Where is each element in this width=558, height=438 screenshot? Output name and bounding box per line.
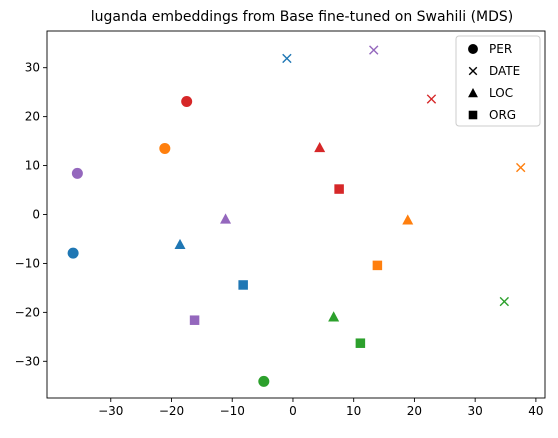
data-point-date [499,296,510,307]
x-tick-label: −30 [98,404,123,418]
legend-label-date: DATE [489,64,520,78]
y-tick-label: 0 [32,208,40,222]
legend-box [455,35,541,127]
x-marker-stroke [369,45,379,55]
legend-marker-date [468,66,478,76]
y-tick-label: 20 [25,110,40,124]
x-tick-label: 40 [528,404,543,418]
data-point-loc [174,238,186,250]
data-point-loc [220,213,232,224]
data-point-date [516,162,526,173]
x-tick-label: 10 [346,404,361,418]
x-marker-stroke [499,296,510,307]
x-tick-label: 20 [407,404,422,418]
y-tick-label: 10 [25,159,40,173]
legend-label-org: ORG [489,108,516,122]
x-marker-stroke [516,162,526,173]
data-point-org [189,315,200,325]
data-point-loc [328,311,340,322]
data-point-date [426,94,437,104]
x-marker-stroke [282,53,292,64]
data-point-per [71,167,83,179]
data-point-per [258,375,270,387]
y-tick-label: 30 [25,61,40,75]
legend-marker-loc [468,88,478,98]
data-point-org [372,260,383,271]
legend-label-per: PER [489,42,512,56]
x-tick-label: 30 [468,404,483,418]
data-point-per [181,95,193,107]
data-point-loc [314,141,326,153]
x-marker-stroke [426,94,437,104]
legend-marker-per [468,44,478,54]
x-tick-label: 0 [289,404,297,418]
data-point-date [282,53,292,64]
data-point-loc [402,214,414,225]
y-tick-label: −10 [15,256,40,270]
data-point-org [238,280,248,290]
plot-area [67,45,526,387]
chart-title: luganda embeddings from Base fine-tuned … [91,9,514,25]
legend: PER DATE LOC ORG [455,35,541,127]
x-marker-stroke [468,66,478,76]
data-point-org [355,338,366,348]
y-tick-label: −30 [15,354,40,368]
legend-label-loc: LOC [489,86,513,100]
legend-marker-org [468,110,478,120]
data-point-per [159,142,171,154]
axes: −30 −20 −10 0 10 20 30 40 −30 −20 −10 0 10 20 30 [15,30,546,418]
data-point-date [369,45,379,55]
x-tick-label: −20 [159,404,184,418]
data-point-per [67,247,79,259]
y-tick-label: −20 [15,305,40,319]
data-point-org [334,184,344,194]
x-tick-label: −10 [220,404,245,418]
